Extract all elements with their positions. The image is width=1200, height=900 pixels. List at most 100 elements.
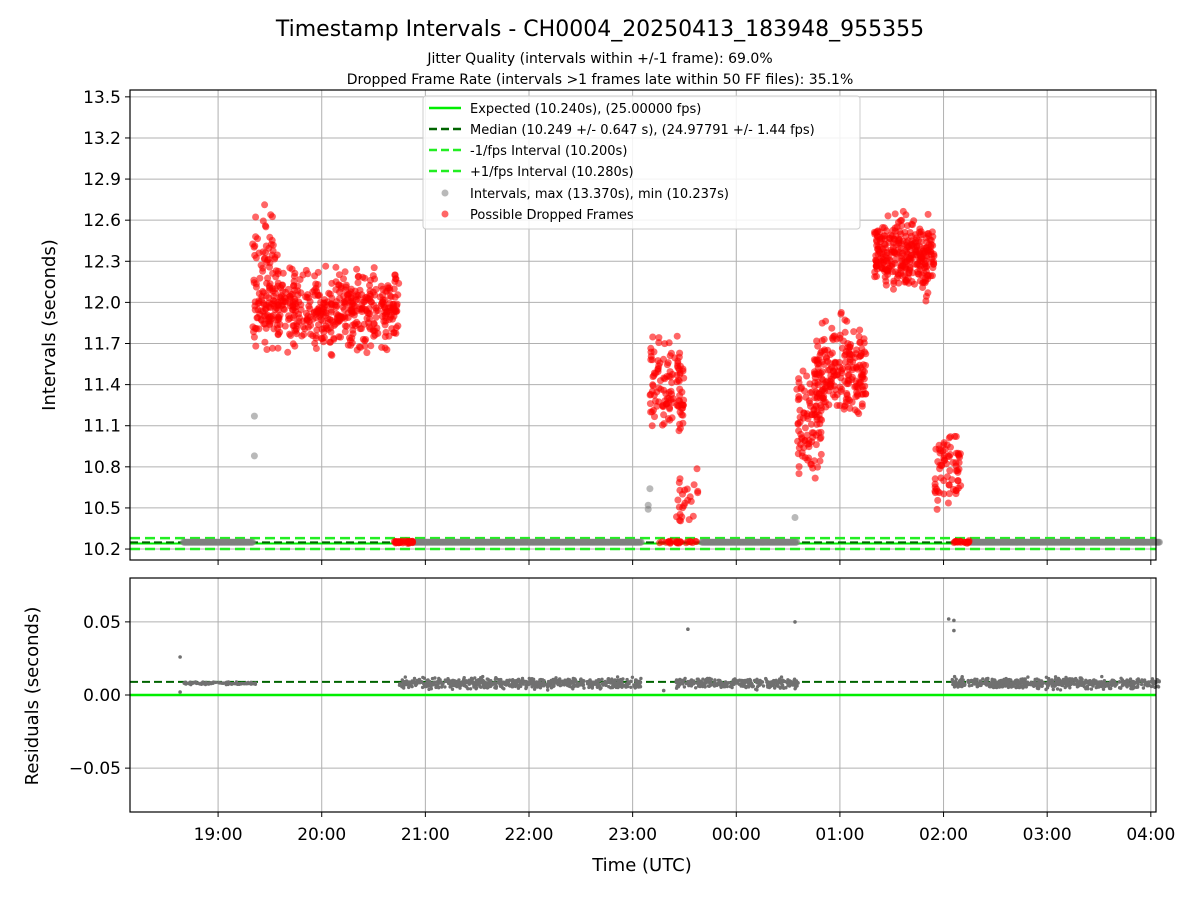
dropped-frame-point xyxy=(899,262,907,270)
dropped-frame-point xyxy=(661,397,669,405)
dropped-frame-point xyxy=(660,420,668,428)
dropped-frame-point xyxy=(328,351,336,359)
residual-point xyxy=(1150,684,1155,688)
y-tick-label: 0.05 xyxy=(83,613,121,633)
residual-point xyxy=(482,685,486,690)
residual-point xyxy=(1088,681,1093,685)
residual-point xyxy=(776,681,780,686)
residual-point xyxy=(422,676,427,680)
legend: Expected (10.240s), (25.00000 fps) Media… xyxy=(422,95,861,230)
dropped-frame-point xyxy=(261,201,269,209)
dropped-frame-point xyxy=(795,379,803,387)
residual-point xyxy=(592,681,596,685)
residual-point xyxy=(582,679,586,683)
legend-intervals-label: Intervals, max (13.370s), min (10.237s) xyxy=(470,187,729,202)
residual-point xyxy=(754,687,758,691)
residual-point xyxy=(759,682,763,686)
dropped-frame-point xyxy=(891,249,898,257)
dropped-frame-point xyxy=(692,538,700,546)
residual-point xyxy=(683,676,687,681)
residual-point xyxy=(709,677,713,681)
dropped-frame-point xyxy=(793,385,801,393)
residual-point xyxy=(1065,682,1070,686)
dropped-frame-point xyxy=(314,268,322,276)
residual-point xyxy=(1008,683,1012,688)
dropped-frame-point xyxy=(369,288,377,296)
dropped-frame-point xyxy=(370,320,378,328)
residual-point xyxy=(510,685,515,689)
dropped-frame-point xyxy=(259,267,267,275)
residual-point xyxy=(952,628,956,633)
dropped-frame-point xyxy=(655,362,663,370)
residual-point xyxy=(783,679,787,684)
dropped-frame-point xyxy=(840,402,848,410)
residual-point xyxy=(207,681,212,685)
dropped-frame-point xyxy=(811,474,819,482)
residual-point xyxy=(249,680,253,685)
residuals-panel: 0.05 0.00 −0.05 19:00 20:00 21:00 22:00 23:00 0… xyxy=(22,577,1175,876)
residual-point xyxy=(538,684,542,688)
residual-point xyxy=(1092,681,1096,685)
dropped-frame-point xyxy=(803,372,811,380)
dropped-frame-point xyxy=(862,390,870,398)
dropped-frame-point xyxy=(356,305,364,313)
dropped-frame-point xyxy=(649,333,657,341)
dropped-frame-point xyxy=(254,235,261,243)
dropped-frame-point xyxy=(892,256,900,264)
y-tick-label: 12.6 xyxy=(83,211,121,231)
residual-point xyxy=(731,678,736,682)
dropped-frame-point xyxy=(332,278,340,286)
residual-point xyxy=(614,685,618,690)
residual-point xyxy=(1136,681,1140,686)
residual-point xyxy=(426,679,430,683)
residual-point xyxy=(946,617,951,621)
residual-point xyxy=(634,685,638,689)
dropped-frame-point xyxy=(367,342,375,350)
residual-point xyxy=(1075,680,1080,685)
dropped-frame-point xyxy=(852,393,860,401)
residual-point xyxy=(582,686,586,690)
dropped-frame-point xyxy=(796,406,804,414)
dropped-frame-point xyxy=(947,443,954,451)
residual-point xyxy=(1026,675,1030,679)
residual-point xyxy=(1081,683,1085,687)
dropped-frame-point xyxy=(652,397,659,405)
dropped-frame-point xyxy=(681,486,689,494)
dropped-frame-point xyxy=(313,326,321,334)
residual-point xyxy=(479,685,483,689)
residual-point xyxy=(463,679,468,683)
residual-point xyxy=(702,683,706,687)
residual-point xyxy=(590,684,595,689)
dropped-frame-point xyxy=(898,240,906,248)
residual-point xyxy=(1095,682,1099,686)
dropped-frame-point xyxy=(940,490,948,498)
residual-point xyxy=(218,681,222,685)
y-tick-label: 11.7 xyxy=(83,334,121,354)
residual-point xyxy=(436,682,440,686)
residual-point xyxy=(412,676,417,681)
residual-point xyxy=(499,680,504,685)
dropped-frame-point xyxy=(661,340,669,348)
dropped-frame-point xyxy=(328,294,336,302)
dropped-frame-point xyxy=(372,313,380,321)
residual-point xyxy=(1044,675,1049,679)
dropped-frame-point xyxy=(892,241,900,249)
x-tick-label: 20:00 xyxy=(297,825,346,845)
residual-point xyxy=(456,680,460,684)
residual-point xyxy=(676,685,681,689)
y-tick-label: 10.2 xyxy=(83,540,121,560)
residual-point xyxy=(692,680,696,684)
dropped-frame-point xyxy=(297,289,305,297)
residual-point xyxy=(1085,684,1090,689)
dropped-frame-point xyxy=(675,479,683,486)
dropped-frame-point xyxy=(382,328,390,336)
dropped-frame-point xyxy=(395,538,402,545)
dropped-frame-point xyxy=(903,277,911,284)
residual-point xyxy=(1120,680,1125,684)
residual-point xyxy=(786,679,790,684)
residuals-y-ticks: 0.05 0.00 −0.05 xyxy=(69,613,130,779)
residual-point xyxy=(587,685,591,690)
dropped-frame-point xyxy=(394,291,402,299)
residual-point xyxy=(983,679,988,683)
dropped-frame-point xyxy=(663,361,671,369)
